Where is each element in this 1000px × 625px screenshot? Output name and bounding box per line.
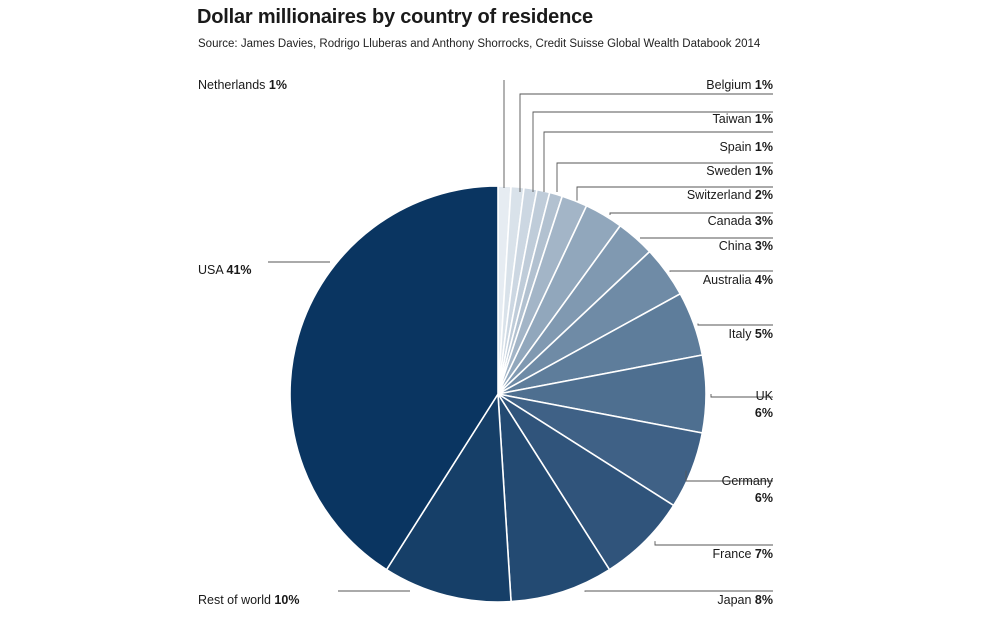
leader-line-australia	[669, 270, 773, 272]
slice-label-switzerland: Switzerland 2%	[687, 188, 773, 202]
chart-source: Source: James Davies, Rodrigo Lluberas a…	[198, 38, 761, 50]
slice-label-netherlands: Netherlands 1%	[198, 78, 287, 92]
slice-label-rest-of-world: Rest of world 10%	[198, 593, 299, 607]
leader-line-sweden	[556, 162, 773, 192]
slice-label-canada: Canada 3%	[708, 214, 773, 228]
leader-line-uk	[710, 394, 773, 398]
leader-line-belgium	[519, 93, 773, 192]
leader-line-japan	[584, 590, 773, 592]
slice-label-taiwan: Taiwan 1%	[713, 112, 773, 126]
slice-label-germany: Germany 6%	[722, 474, 774, 505]
slice-label-belgium: Belgium 1%	[706, 78, 773, 92]
leader-line-spain	[543, 131, 773, 192]
slice-label-italy: Italy 5%	[729, 327, 773, 341]
leader-line-germany	[685, 470, 773, 482]
leader-line-switzerland	[576, 186, 773, 201]
pie-slice-rest-of-world	[385, 391, 512, 603]
slice-label-china: China 3%	[719, 239, 773, 253]
leader-line-canada	[609, 212, 773, 215]
slice-label-usa: USA 41%	[198, 263, 252, 277]
slice-label-france: France 7%	[713, 547, 773, 561]
pie-slice-japan	[497, 393, 611, 603]
slice-label-japan: Japan 8%	[717, 593, 773, 607]
leader-line-italy	[697, 323, 773, 326]
slice-label-uk: UK 6%	[755, 389, 774, 420]
slice-label-spain: Spain 1%	[719, 140, 773, 154]
slice-label-australia: Australia 4%	[703, 273, 773, 287]
leader-line-taiwan	[532, 111, 773, 192]
pie-slice-usa	[289, 185, 499, 571]
chart-title: Dollar millionaires by country of reside…	[197, 6, 593, 28]
slice-label-sweden: Sweden 1%	[706, 164, 773, 178]
leader-line-france	[654, 541, 773, 546]
